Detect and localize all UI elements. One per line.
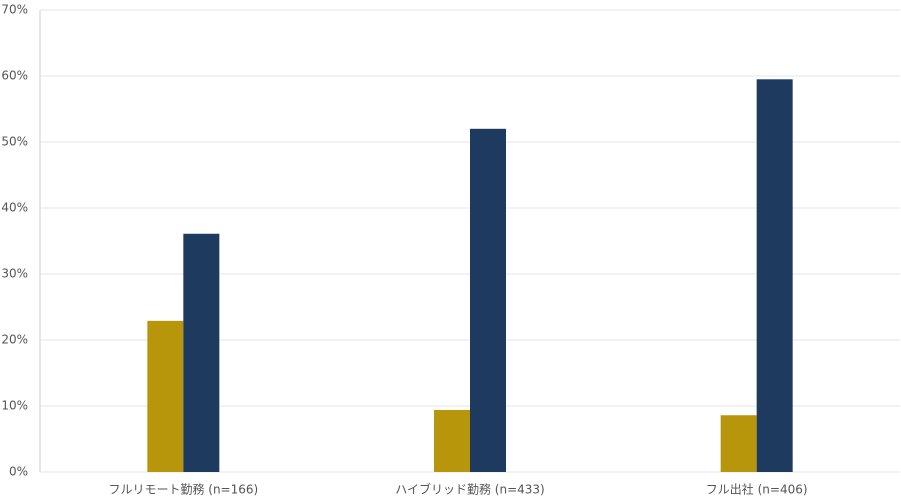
bar	[756, 79, 793, 473]
bar	[434, 409, 470, 472]
y-tick-label: 60%	[1, 69, 28, 83]
y-tick-label: 0%	[9, 465, 28, 479]
bar	[720, 415, 757, 472]
y-tick-label: 20%	[1, 333, 28, 347]
y-tick-label: 30%	[1, 267, 28, 281]
y-tick-label: 10%	[1, 399, 28, 413]
x-tick-label: フルリモート勤務 (n=166)	[108, 483, 258, 497]
x-tick-label: ハイブリッド勤務 (n=433)	[395, 482, 545, 497]
y-tick-label: 40%	[1, 201, 28, 215]
bar	[147, 320, 184, 472]
bar	[183, 233, 220, 472]
y-tick-label: 50%	[1, 135, 28, 149]
x-tick-label: フル出社 (n=406)	[706, 482, 808, 497]
bar	[470, 128, 506, 473]
y-tick-label: 70%	[1, 3, 28, 17]
